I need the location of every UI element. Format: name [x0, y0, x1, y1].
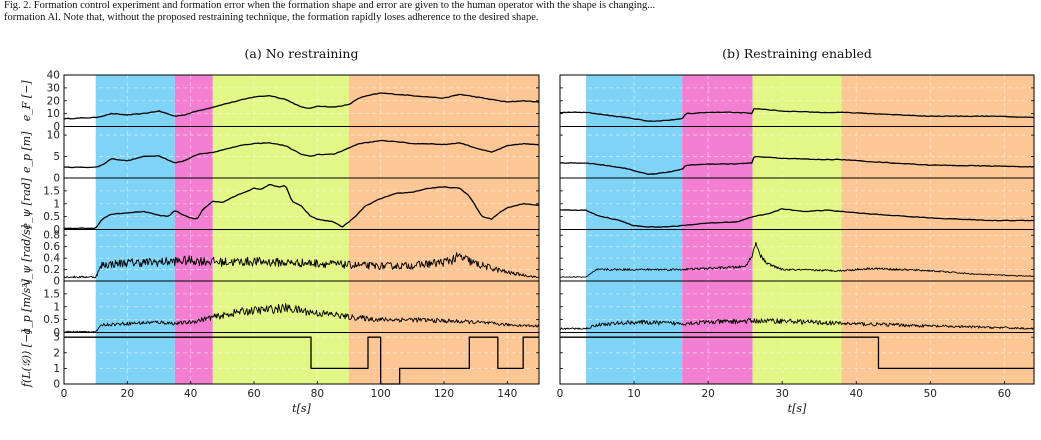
y-tick-label: 0 — [53, 327, 60, 339]
y-tick-label: 1 — [53, 198, 60, 210]
y-tick-label: 0.4 — [43, 253, 60, 265]
row-frame — [559, 332, 1035, 385]
series-line-eF — [559, 108, 1035, 122]
x-tick-label: 100 — [371, 388, 391, 400]
y-tick-label: 1.5 — [43, 185, 60, 197]
x-tick-label: 20 — [121, 388, 134, 400]
y-tick-label: 1 — [53, 363, 60, 375]
y-tick-label: 1 — [53, 301, 60, 313]
figure-caption: Fig. 2. Formation control experiment and… — [4, 0, 1039, 24]
x-tick-label: 20 — [701, 388, 714, 400]
y-tick-label: 30 — [47, 82, 60, 94]
x-axis-label: t[s] — [292, 402, 311, 415]
y-tick-label: 0.5 — [43, 211, 60, 223]
y-tick-label: 0 — [53, 224, 60, 236]
x-tick-label: 40 — [184, 388, 197, 400]
row-frame — [63, 332, 540, 385]
caption-line-1: Fig. 2. Formation control experiment and… — [4, 0, 656, 11]
x-tick-label: 10 — [627, 388, 640, 400]
y-axis-label: a_p [m/s²] — [20, 278, 33, 334]
y-tick-label: 0.2 — [43, 264, 60, 276]
caption-line-2: formation Al. Note that, without the pro… — [4, 12, 539, 23]
y-tick-label: 40 — [47, 70, 60, 82]
y-tick-label: 3 — [53, 332, 60, 344]
series-line-epsi — [63, 183, 540, 230]
series-line-vpsi — [63, 252, 540, 279]
y-tick-label: 20 — [47, 95, 60, 107]
series-line-eF — [63, 92, 540, 120]
y-tick-label: 10 — [47, 130, 60, 142]
x-tick-label: 40 — [850, 388, 863, 400]
series-line-ap — [559, 318, 1035, 330]
panel-title: (a) No restraining — [245, 46, 359, 61]
series-line-epsi — [559, 208, 1035, 228]
y-tick-label: 0 — [53, 379, 60, 391]
x-axis-label: t[s] — [788, 402, 807, 415]
y-tick-label: 0.8 — [43, 230, 60, 242]
y-axis-label: e_F [−] — [20, 80, 33, 122]
x-tick-label: 140 — [497, 388, 517, 400]
x-tick-label: 0 — [61, 388, 68, 400]
series-line-ep — [559, 155, 1035, 175]
y-axis-label: e_ψ [rad] — [20, 177, 33, 229]
y-tick-label: 10 — [47, 108, 60, 120]
panel-title: (b) Restraining enabled — [722, 46, 872, 61]
x-tick-label: 50 — [924, 388, 937, 400]
y-axis-label: f(L(𝒢)) [−] — [20, 329, 33, 388]
y-tick-label: 0 — [53, 173, 60, 185]
y-tick-label: 0.5 — [43, 314, 60, 326]
chart-panel-b: (b) Restraining enabled 0 10 20 30 40 50 60 t[s] — [557, 46, 1035, 415]
x-tick-label: 80 — [311, 388, 324, 400]
y-tick-label: 0 — [53, 276, 60, 288]
series-line-fL — [64, 336, 539, 385]
x-tick-label: 60 — [247, 388, 260, 400]
y-tick-label: 5 — [53, 151, 60, 163]
y-tick-label: 0.6 — [43, 241, 60, 253]
y-tick-label: 0 — [53, 121, 60, 133]
series-line-ap — [63, 303, 540, 333]
y-axis-label: e_p [m] — [20, 131, 33, 173]
series-line-vpsi — [559, 241, 1035, 278]
series-line-fL — [560, 336, 1034, 370]
x-tick-label: 120 — [434, 388, 454, 400]
x-tick-label: 60 — [998, 388, 1011, 400]
y-tick-label: 1.5 — [43, 288, 60, 300]
y-axis-label: v_ψ [rad/s] — [20, 224, 33, 285]
y-tick-label: 2 — [53, 347, 60, 359]
x-tick-label: 0 — [557, 388, 564, 400]
series-line-ep — [63, 139, 540, 169]
x-tick-label: 30 — [776, 388, 789, 400]
